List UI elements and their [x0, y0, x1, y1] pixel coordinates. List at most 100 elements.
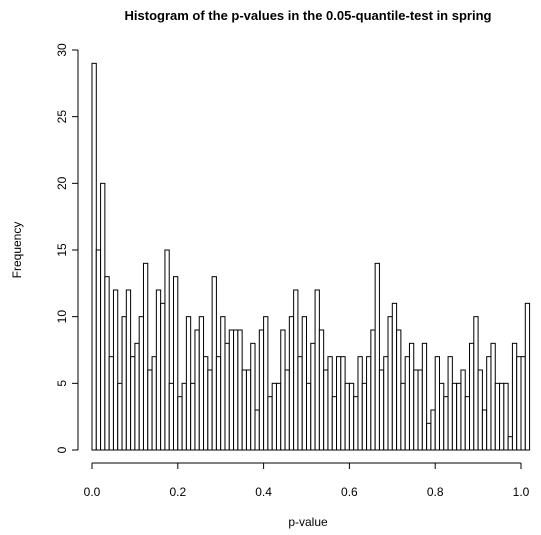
histogram-bar — [254, 409, 260, 451]
histogram-bar — [293, 289, 299, 451]
histogram-bar — [250, 342, 256, 451]
histogram-bar — [185, 316, 192, 451]
histogram-bar — [327, 356, 333, 451]
histogram-bar — [370, 329, 376, 451]
y-tick-label: 10 — [55, 310, 69, 324]
histogram-bar — [421, 342, 428, 451]
y-tick-label: 0 — [55, 446, 69, 453]
histogram-bar — [434, 356, 440, 451]
histogram-bar — [447, 356, 453, 451]
histogram-bar — [430, 409, 436, 451]
histogram-bar — [241, 369, 247, 451]
x-axis-label: p-value — [288, 515, 328, 529]
histogram-bar — [220, 316, 226, 451]
histogram-bar — [426, 422, 432, 451]
histogram-bar — [160, 302, 166, 451]
histogram-bar — [520, 356, 526, 451]
histogram-bar — [215, 356, 222, 451]
histogram-bar — [147, 369, 153, 451]
histogram-bar — [336, 356, 342, 451]
y-tick-label: 25 — [55, 110, 69, 124]
histogram-bar — [353, 396, 359, 451]
histogram-bar — [237, 329, 243, 451]
histogram-bar — [464, 396, 471, 451]
histogram-bar — [486, 356, 492, 451]
histogram-bar — [314, 289, 320, 451]
histogram-bar — [211, 276, 217, 451]
y-tick-label: 20 — [55, 176, 69, 190]
x-tick-label: 0.4 — [255, 485, 272, 499]
histogram-bar — [194, 329, 200, 451]
histogram-bar — [190, 382, 196, 451]
histogram-bar — [323, 369, 329, 451]
histogram-bar — [233, 329, 239, 451]
histogram-bar — [245, 369, 252, 451]
histogram-bar — [224, 342, 230, 451]
histogram-bar — [263, 316, 269, 451]
histogram-bar — [443, 396, 449, 451]
histogram-bar — [490, 342, 496, 451]
histogram-bar — [507, 436, 513, 451]
chart-title: Histogram of the p-values in the 0.05-qu… — [125, 8, 492, 23]
x-axis: 0.0 0.2 0.4 0.6 0.8 1.0 — [84, 462, 530, 499]
histogram-bars — [91, 62, 531, 451]
histogram-bar — [417, 369, 423, 451]
histogram-bar — [228, 329, 235, 451]
histogram-bar — [477, 369, 483, 451]
histogram-bar — [306, 382, 312, 451]
histogram-bar — [151, 356, 157, 451]
histogram-bar — [155, 289, 162, 451]
histogram-bar — [297, 356, 303, 451]
histogram-bar — [134, 342, 140, 451]
histogram-bar — [207, 369, 213, 451]
histogram-bar — [91, 62, 97, 451]
histogram-bar — [310, 342, 316, 451]
histogram-bar — [383, 356, 389, 451]
histogram-bar — [164, 249, 170, 451]
histogram-bar — [481, 409, 488, 451]
histogram-bar — [142, 262, 149, 451]
histogram-bar — [168, 382, 175, 451]
histogram-bar — [280, 329, 286, 451]
histogram-bar — [400, 382, 406, 451]
histogram-bar — [524, 302, 531, 451]
histogram-bar — [271, 382, 277, 451]
histogram-bar — [112, 289, 119, 451]
x-tick-label: 0.2 — [169, 485, 186, 499]
y-tick-label: 30 — [55, 43, 69, 57]
histogram-bar — [391, 302, 398, 451]
histogram-bar — [284, 369, 290, 451]
x-tick-label: 0.0 — [84, 485, 101, 499]
histogram-bar — [456, 382, 462, 451]
histogram-bar — [348, 382, 355, 451]
histogram-bar — [473, 316, 479, 451]
histogram-bar — [438, 382, 445, 451]
y-axis-label: Frequency — [10, 222, 24, 279]
histogram-bar — [516, 356, 522, 451]
histogram-bar — [108, 356, 114, 451]
histogram-bar — [104, 276, 110, 451]
histogram-bar — [396, 329, 402, 451]
histogram-bar — [494, 382, 501, 451]
x-tick-label: 1.0 — [513, 485, 530, 499]
histogram-bar — [340, 356, 346, 451]
histogram-bar — [275, 382, 282, 451]
histogram-bar — [378, 369, 385, 451]
y-tick-label: 5 — [55, 380, 69, 387]
y-axis: 0 5 10 15 20 25 30 — [55, 43, 79, 453]
histogram-bar — [117, 382, 123, 451]
histogram-bar — [503, 382, 509, 451]
y-tick-label: 15 — [55, 243, 69, 257]
histogram-bar — [374, 262, 380, 451]
histogram-bar — [387, 316, 393, 451]
histogram-bar — [318, 329, 325, 451]
histogram-bar — [203, 356, 209, 451]
histogram-bar — [100, 182, 106, 451]
histogram-bar — [331, 396, 338, 451]
histogram-bar — [404, 356, 410, 451]
histogram-bar — [361, 382, 368, 451]
histogram-bar — [130, 356, 136, 451]
histogram-bar — [181, 382, 187, 451]
histogram-bar — [499, 382, 505, 451]
